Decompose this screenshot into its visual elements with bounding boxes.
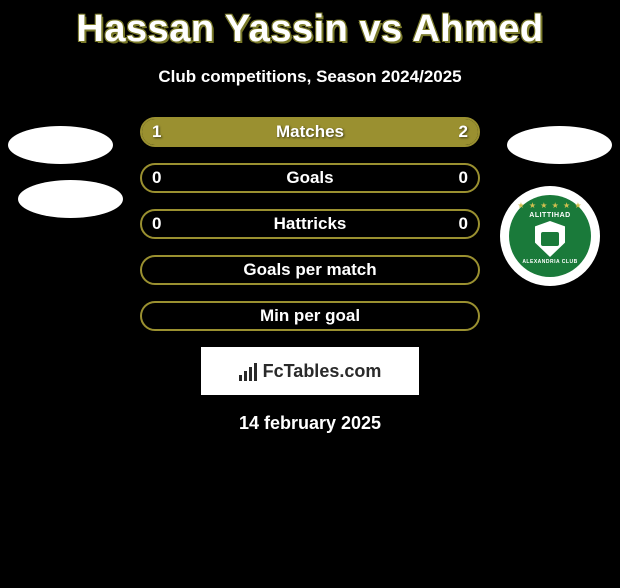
stat-value-right: 0 (459, 214, 468, 234)
logo-text: FcTables.com (263, 361, 382, 382)
club-shield-icon (535, 221, 565, 257)
stat-row-min-per-goal: Min per goal (140, 301, 480, 331)
stat-value-right: 0 (459, 168, 468, 188)
player2-avatar (507, 126, 612, 164)
player1-avatar (8, 126, 113, 164)
date-label: 14 february 2025 (0, 413, 620, 434)
stat-label: Hattricks (142, 214, 478, 234)
subtitle: Club competitions, Season 2024/2025 (0, 67, 620, 87)
stat-row-goals-per-match: Goals per match (140, 255, 480, 285)
logo-chart-icon (239, 361, 257, 381)
stat-row-goals: 0 0Goals (140, 163, 480, 193)
stat-label: Min per goal (142, 306, 478, 326)
stat-value-left: 1 (152, 122, 161, 142)
stat-row-hattricks: 0 0Hattricks (140, 209, 480, 239)
club-stars-icon: ★ ★ ★ ★ ★ ★ (517, 201, 582, 210)
stat-value-left: 0 (152, 214, 161, 234)
stat-value-left: 0 (152, 168, 161, 188)
fctables-logo[interactable]: FcTables.com (201, 347, 419, 395)
stat-label: Goals (142, 168, 478, 188)
club-name: ALITTIHAD (529, 212, 570, 219)
page-title: Hassan Yassin vs Ahmed (0, 8, 620, 51)
player1-club-avatar (18, 180, 123, 218)
bar-fill-right (253, 119, 478, 145)
player2-club-badge: ★ ★ ★ ★ ★ ★ ALITTIHAD ALEXANDRIA CLUB (500, 186, 600, 286)
club-subtext: ALEXANDRIA CLUB (522, 259, 577, 265)
stat-value-right: 2 (459, 122, 468, 142)
stat-row-matches: 12Matches (140, 117, 480, 147)
stat-label: Goals per match (142, 260, 478, 280)
comparison-bars: 12Matches00Goals00HattricksGoals per mat… (140, 117, 480, 331)
